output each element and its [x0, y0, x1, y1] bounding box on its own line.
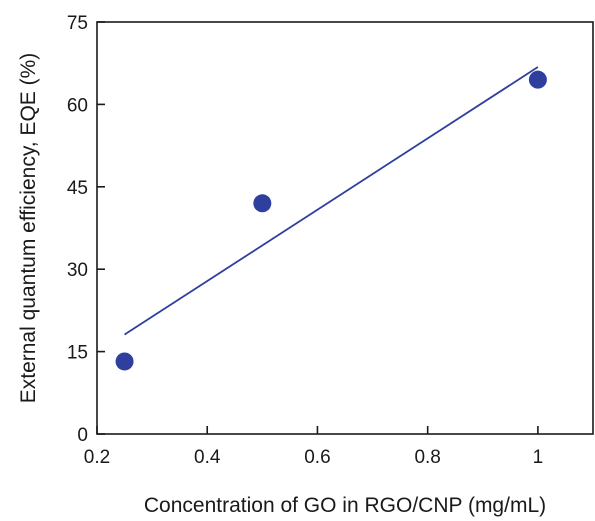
y-tick-label: 30	[67, 260, 88, 281]
x-tick-label: 0.2	[84, 447, 110, 468]
x-tick-label: 0.6	[304, 447, 330, 468]
x-axis-title: Concentration of GO in RGO/CNP (mg/mL)	[144, 494, 546, 517]
y-axis-title: External quantum efficiency, EQE (%)	[17, 53, 40, 404]
plot-area-frame	[96, 21, 594, 435]
data-point	[528, 70, 547, 89]
data-point	[253, 194, 272, 213]
y-tick-label: 0	[77, 425, 88, 446]
x-tick-label: 1	[533, 447, 544, 468]
y-tick-label: 45	[67, 178, 88, 199]
x-tick-label: 0.8	[414, 447, 440, 468]
y-tick-label: 15	[67, 343, 88, 364]
x-axis: 0.2 0.4 0.6 0.8 1	[84, 426, 543, 468]
y-tick-label: 75	[67, 13, 88, 34]
x-tick-label: 0.4	[194, 447, 221, 468]
linear-fit-line	[124, 66, 539, 336]
y-tick-label: 60	[67, 95, 88, 116]
fit-line-group	[124, 66, 539, 336]
data-points	[115, 70, 547, 371]
y-axis: 0 15 30 45 60 75	[67, 13, 105, 446]
data-point	[115, 352, 134, 371]
